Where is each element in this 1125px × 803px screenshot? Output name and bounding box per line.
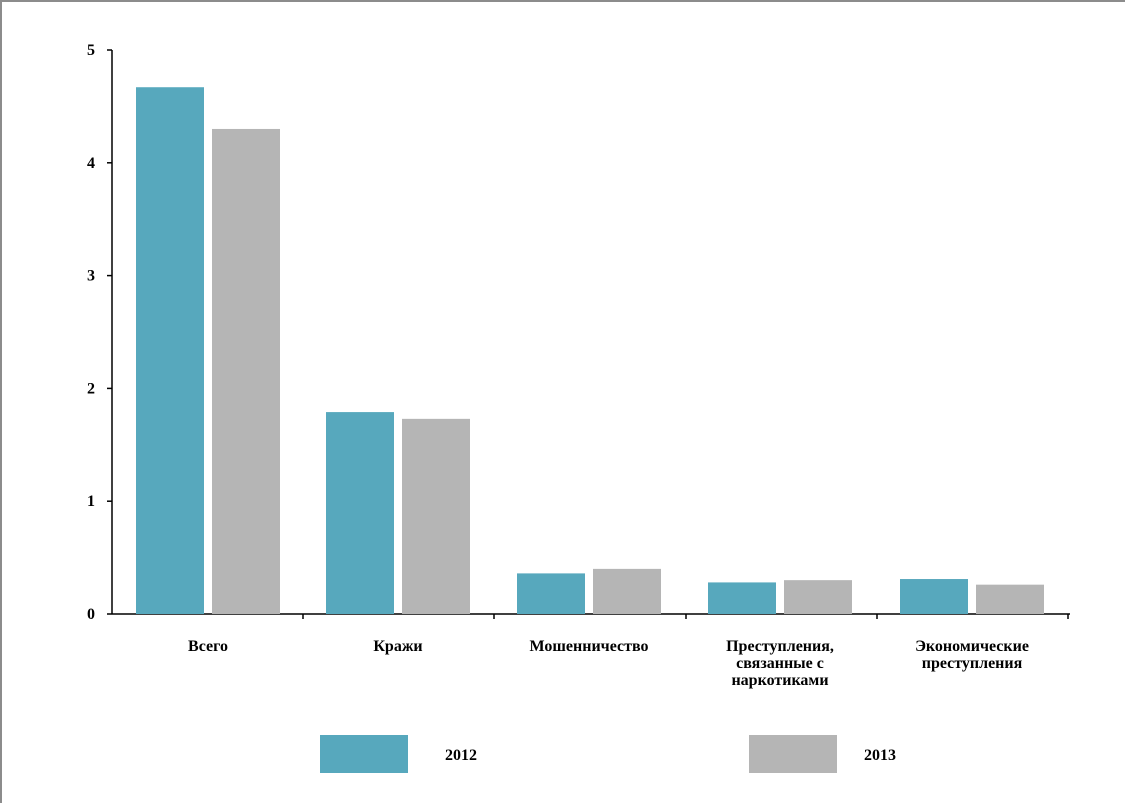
bars — [136, 87, 1044, 614]
bar-2012-3 — [517, 573, 585, 614]
bar-2013-1 — [212, 128, 280, 614]
category-label: Преступления, — [726, 638, 834, 655]
x-axis — [112, 613, 1070, 619]
category-label: наркотиками — [731, 672, 828, 689]
y-tick-label: 2 — [87, 380, 95, 397]
legend: 2012 2013 — [320, 735, 896, 773]
y-tick-label: 4 — [87, 155, 95, 172]
legend-label-2013: 2013 — [864, 747, 896, 764]
category-label: Мошенничество — [530, 638, 649, 655]
y-tick-label: 1 — [87, 493, 95, 510]
category-label: Кражи — [373, 638, 422, 655]
bar-2012-4 — [708, 582, 776, 614]
y-tick-label: 5 — [87, 42, 95, 59]
y-tick-label: 3 — [87, 268, 95, 285]
category-label: Всего — [188, 638, 228, 655]
category-label: преступления — [922, 655, 1023, 672]
legend-swatch-2013 — [749, 735, 837, 773]
category-label: Экономические — [915, 638, 1029, 655]
category-label: связанные с — [736, 655, 824, 672]
legend-swatch-2012 — [320, 735, 408, 773]
bar-2012-1 — [136, 87, 204, 614]
y-axis: 0 1 2 3 4 5 — [87, 42, 113, 623]
y-tick-label: 0 — [87, 606, 95, 623]
category-labels: Всего Кражи Мошенничество Преступления,связ… — [188, 638, 1029, 689]
bar-2013-3 — [593, 568, 661, 614]
bar-2012-2 — [326, 412, 394, 614]
bar-2013-4 — [784, 580, 852, 614]
legend-label-2012: 2012 — [445, 747, 477, 764]
bar-2013-5 — [976, 584, 1044, 614]
bar-2012-5 — [900, 579, 968, 614]
bar-2013-2 — [402, 418, 470, 614]
